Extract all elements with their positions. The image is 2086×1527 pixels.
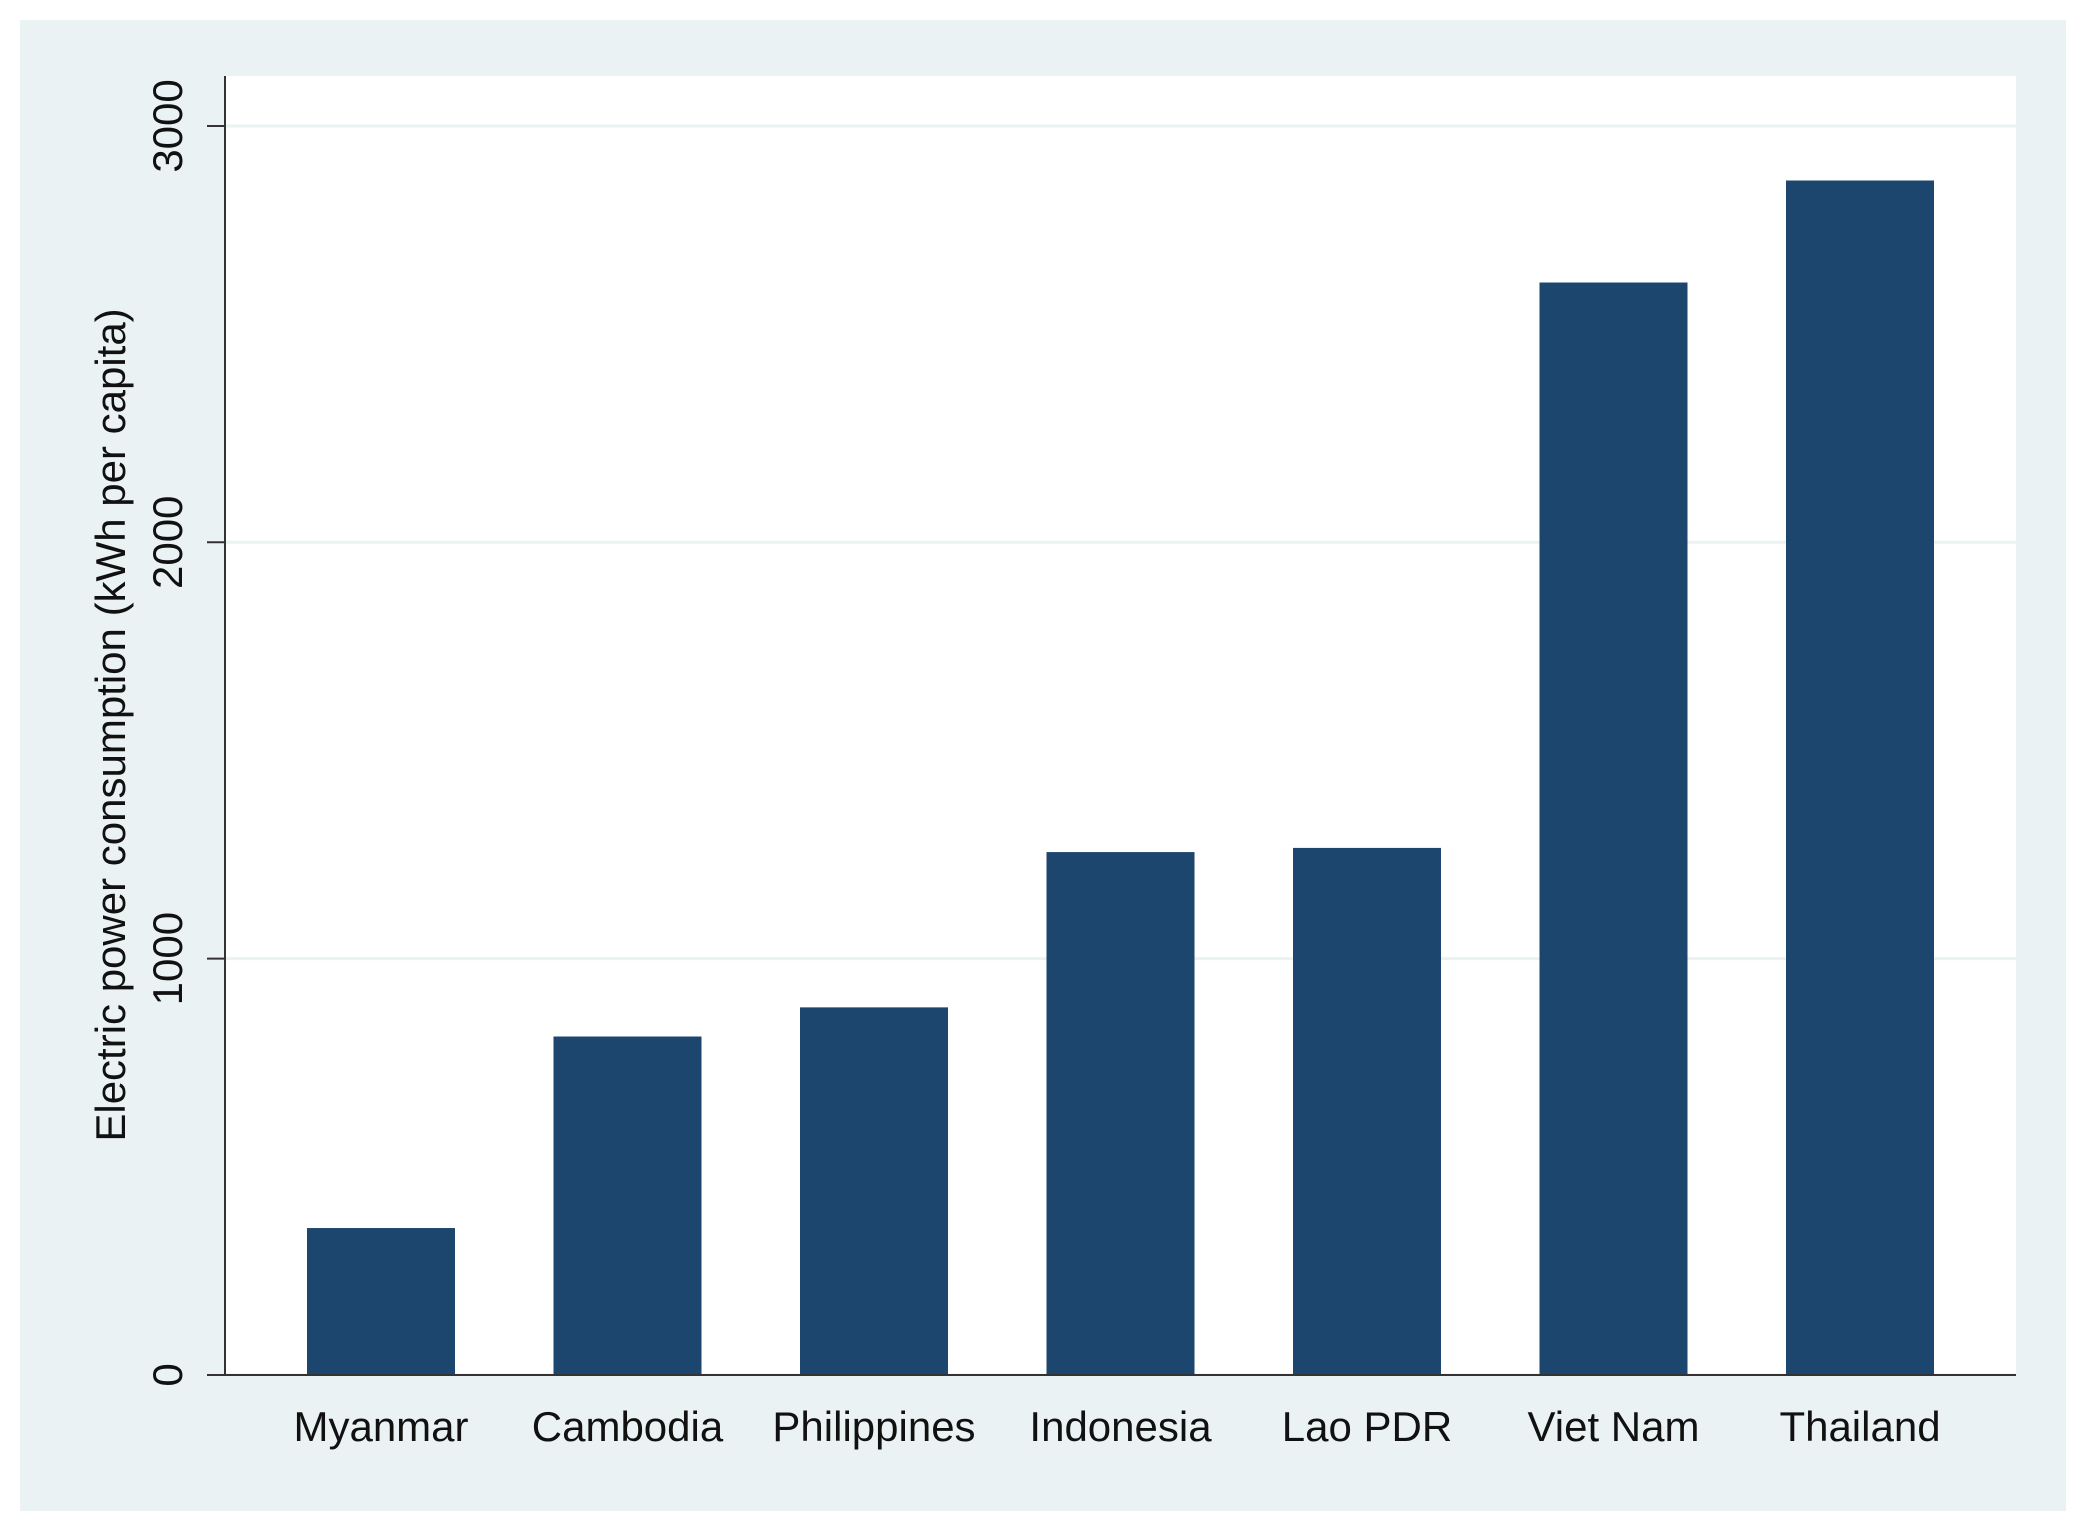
x-tick-label: Philippines: [772, 1403, 975, 1450]
bar: [307, 1228, 455, 1375]
bar: [1293, 847, 1441, 1375]
bar: [553, 1036, 702, 1375]
bar: [1539, 282, 1688, 1375]
bar: [800, 1007, 948, 1375]
x-tick-label: Lao PDR: [1282, 1403, 1452, 1450]
x-tick-label: Cambodia: [532, 1403, 724, 1450]
bar: [1786, 180, 1934, 1375]
y-tick-label: 3000: [144, 79, 191, 172]
y-tick-label: 1000: [144, 912, 191, 1005]
y-tick-label: 2000: [144, 496, 191, 589]
bar: [1046, 852, 1195, 1375]
x-tick-label: Myanmar: [293, 1403, 468, 1450]
x-tick-label: Thailand: [1779, 1403, 1940, 1450]
x-tick-label: Indonesia: [1029, 1403, 1212, 1450]
y-tick-label: 0: [144, 1363, 191, 1386]
x-tick-label: Viet Nam: [1528, 1403, 1700, 1450]
y-axis-title: Electric power consumption (kWh per capi…: [87, 308, 134, 1141]
